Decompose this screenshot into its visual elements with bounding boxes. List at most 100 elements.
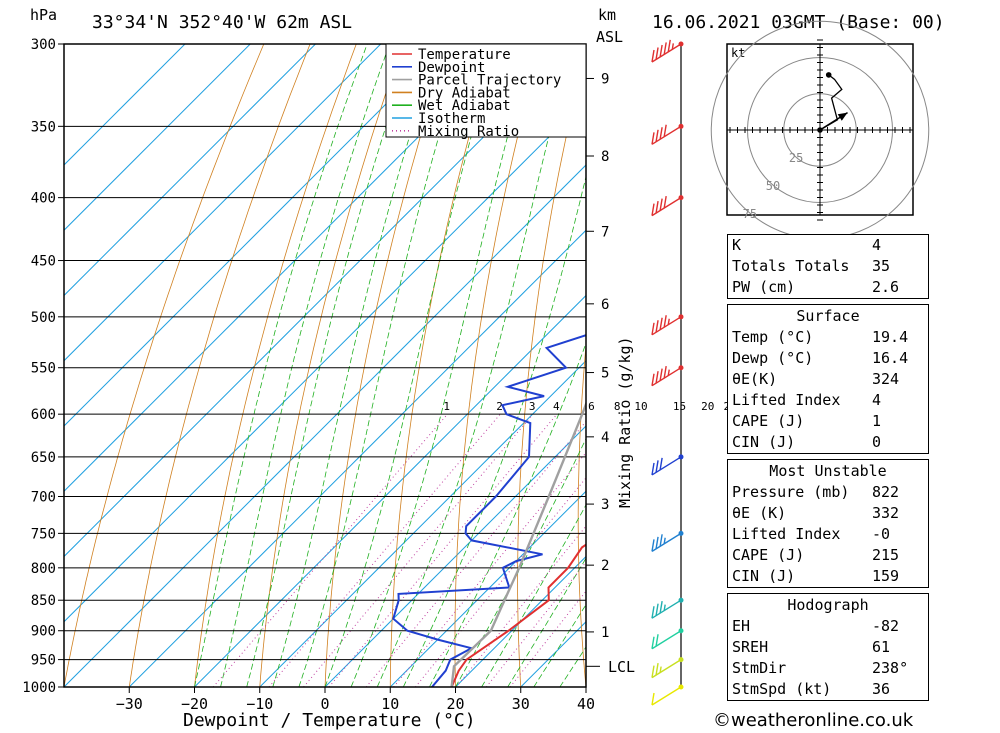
- wind-barb-flag: [651, 539, 655, 552]
- wind-barb-flag: [663, 42, 667, 55]
- mixing-ratio-label: 2: [496, 400, 503, 413]
- mixing-ratio-line: [393, 451, 586, 687]
- pressure-tick-label: 950: [31, 653, 56, 669]
- wind-barb-flag: [655, 662, 659, 676]
- temperature-tick-label: 30: [512, 695, 530, 713]
- wind-barb-flag: [651, 606, 655, 619]
- location-title: 33°34'N 352°40'W 62m ASL: [92, 12, 352, 33]
- profiles: [392, 334, 586, 687]
- mixing-ratio-label: 20: [701, 400, 714, 413]
- temperature-tick-label: −10: [246, 695, 273, 713]
- mixing-ratio-label: 10: [634, 400, 647, 413]
- temperature-tick-label: 10: [381, 695, 399, 713]
- wind-barb-flag: [655, 201, 659, 214]
- hodograph-unit-label: kt: [731, 46, 745, 60]
- wind-barb-flag: [659, 601, 663, 614]
- index-row: SREH 61: [732, 638, 891, 656]
- wind-barb-flag: [663, 366, 667, 379]
- wind-barb: [651, 39, 682, 63]
- wind-barb-half-flag: [667, 369, 670, 376]
- wind-barb-flag: [655, 634, 659, 647]
- wind-barb-flag: [651, 322, 655, 335]
- mixing-ratio-label: 3: [529, 400, 536, 413]
- isotherm-line: [259, 360, 586, 687]
- wind-barb-flag: [655, 320, 659, 333]
- isotherm-line: [64, 44, 251, 231]
- km-label: km: [598, 6, 616, 24]
- wind-barb-half-flag: [659, 666, 662, 673]
- wind-barb-flag: [655, 603, 659, 616]
- index-row: CAPE (J) 215: [732, 546, 900, 564]
- index-row: Lifted Index 4: [732, 391, 882, 409]
- temperature-tick-label: −20: [181, 695, 208, 713]
- km-axis: 1 2 3 4 5 6 7 8 9: [586, 71, 609, 667]
- km-tick-label: 9: [601, 71, 609, 87]
- pressure-tick-label: 500: [31, 310, 56, 326]
- legend-label: Dry Adiabat: [418, 85, 511, 101]
- pressure-tick-label: 850: [31, 593, 56, 609]
- wind-barb: [651, 124, 682, 145]
- hodograph-ring-label: 25: [789, 151, 803, 165]
- pressure-tick-label: 550: [31, 361, 56, 377]
- isotherm-line: [64, 99, 586, 623]
- wind-barb-flag: [663, 124, 667, 137]
- temperature-axis: −30 −20 −10 0 10 20 30 40: [116, 687, 595, 713]
- mixing-ratio-labels: 12346810152025: [443, 400, 736, 413]
- wind-barb-flag: [651, 203, 655, 216]
- index-row: θE (K) 332: [732, 504, 900, 522]
- mixing-ratio-label: 8: [614, 400, 621, 413]
- most-unstable-title: Most Unstable: [769, 462, 887, 480]
- wind-barb-flag: [663, 315, 667, 328]
- wind-profile: [651, 39, 684, 706]
- hodograph-ring-label: 50: [766, 179, 780, 193]
- isotherm-line: [324, 425, 586, 687]
- surface-title: Surface: [796, 307, 860, 325]
- wind-barb-flag: [667, 39, 671, 53]
- wind-barb-half-flag: [663, 537, 666, 544]
- legend-label: Wet Adiabat: [418, 98, 511, 114]
- copyright-link[interactable]: ©weatheronline.co.uk: [713, 710, 914, 731]
- index-row: CIN (J) 159: [732, 567, 900, 585]
- legend-label: Isotherm: [418, 111, 485, 127]
- index-row: PW (cm) 2.6: [732, 278, 900, 296]
- wind-barb-flag: [651, 636, 655, 649]
- wind-barb: [651, 630, 682, 650]
- pressure-tick-label: 800: [31, 561, 56, 577]
- dewpoint-line: [392, 334, 586, 687]
- hodograph: kt 25 50 75: [710, 20, 930, 240]
- indices-table-hodograph: Hodograph EH -82 SREH 61 StmDir 238° StmSpd…: [727, 593, 929, 701]
- legend-label: Mixing Ratio: [418, 124, 519, 140]
- wind-barb-flag: [655, 460, 659, 473]
- index-row: Temp (°C) 19.4: [732, 328, 909, 346]
- temperature-line: [450, 543, 586, 687]
- temperature-tick-label: −30: [116, 695, 143, 713]
- wind-barb-flag: [655, 129, 659, 142]
- wind-barb: [651, 532, 682, 552]
- pressure-tick-label: 600: [31, 407, 56, 423]
- pressure-tick-label: 400: [31, 191, 56, 207]
- pressure-tick-label: 900: [31, 624, 56, 640]
- wind-barb-flag: [651, 373, 655, 386]
- storm-motion-arrowhead: [837, 112, 848, 121]
- wind-barb-flag: [659, 534, 663, 547]
- lcl-label: LCL: [608, 658, 635, 676]
- wind-barb: [651, 686, 682, 706]
- wind-barb-flag: [655, 371, 659, 384]
- isotherm-line: [64, 44, 316, 297]
- pressure-tick-label: 1000: [22, 680, 56, 696]
- pressure-tick-label: 750: [31, 526, 56, 542]
- wind-barb-flag: [659, 368, 663, 381]
- isotherm-line: [455, 555, 586, 687]
- mixing-ratio-line: [303, 413, 534, 687]
- indices-table-most-unstable: Most Unstable Pressure (mb) 822 θE (K) 332…: [727, 459, 929, 588]
- wind-barb-half-flag: [663, 604, 666, 611]
- pressure-tick-label: 300: [31, 37, 56, 53]
- parcel-trajectory-line: [450, 400, 586, 687]
- wind-barb: [651, 659, 682, 679]
- pressure-tick-label: 350: [31, 119, 56, 135]
- mixing-ratio-line: [365, 420, 586, 687]
